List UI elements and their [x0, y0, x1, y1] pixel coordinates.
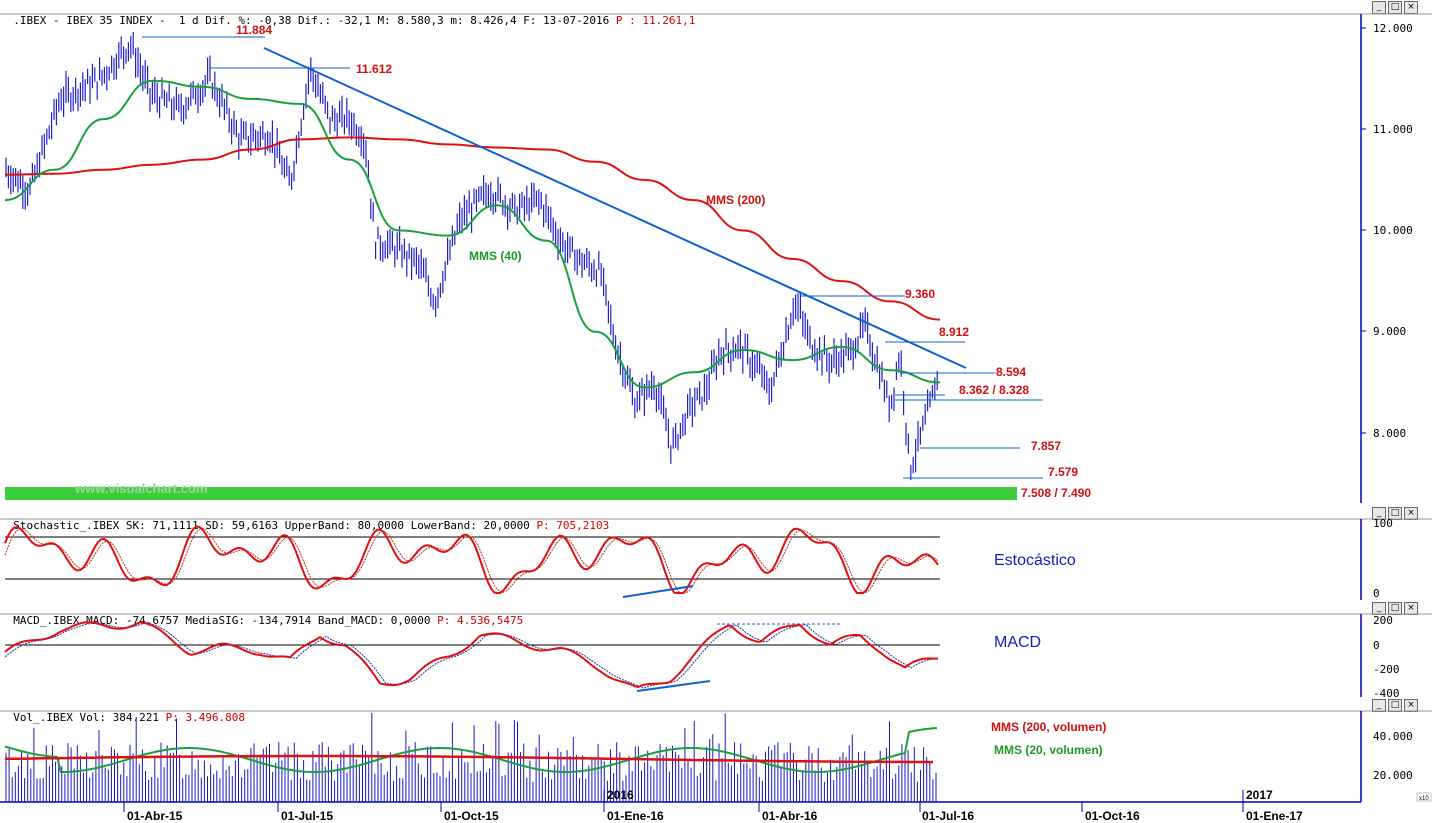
macd-y-tick-label: 200 [1373, 614, 1393, 627]
stoch-sk-line [4, 525, 939, 594]
level-label-7857: 7.857 [1031, 439, 1061, 453]
volume-bars [5, 712, 937, 802]
y-tick-label: 12.000 [1373, 22, 1413, 35]
stoch-divergence-line [622, 585, 694, 598]
price-header-text: .IBEX - IBEX 35 INDEX - 1 d Dif. %: -0,3… [13, 14, 616, 27]
macd-y-tick-label: -400 [1373, 687, 1400, 700]
date-label: 01-Jul-15 [281, 809, 333, 823]
vol-legend-mms20: MMS (20, volumen) [994, 743, 1103, 757]
watermark: www.visualchart.com [74, 481, 207, 496]
date-label: 01-Jul-16 [922, 809, 974, 823]
macd-main-line [4, 621, 938, 689]
price-header-p: P : 11.261,1 [615, 14, 696, 27]
level-label-7579: 7.579 [1048, 465, 1078, 479]
mms40-label: MMS (40) [469, 249, 522, 263]
y-tick-label: 10.000 [1373, 224, 1413, 237]
year-label: 2017 [1246, 788, 1273, 802]
vol-legend-mms200: MMS (200, volumen) [991, 720, 1106, 734]
stoch-y-tick-label: 100 [1373, 517, 1393, 530]
macd-y-tick-label: -200 [1373, 663, 1400, 676]
price-pane-header: .IBEX - IBEX 35 INDEX - 1 d Dif. %: -0,3… [0, 0, 695, 27]
maximize-icon[interactable]: □ [1388, 602, 1402, 615]
stoch-header-p: P: 705,2103 [536, 519, 610, 532]
level-label-7508-7490: 7.508 / 7.490 [1021, 486, 1091, 500]
macd-y-tick-label: 0 [1373, 639, 1380, 652]
scale-icon [1416, 792, 1432, 802]
downtrend-line [263, 47, 967, 369]
volume-mms20-line [4, 727, 938, 774]
date-label: 01-Ene-17 [1246, 809, 1303, 823]
level-label-11612: 11.612 [356, 62, 392, 76]
stoch-y-tick-label: 0 [1373, 587, 1380, 600]
scale-icon-text: x10 [1419, 796, 1429, 802]
level-label-8912: 8.912 [939, 325, 969, 339]
level-label-8362-8328: 8.362 / 8.328 [959, 383, 1029, 397]
macd-signal-line [4, 621, 939, 689]
date-label: 01-Abr-16 [762, 809, 818, 823]
macd-title: MACD [994, 634, 1041, 651]
macd-pane-header: MACD_.IBEX MACD: -74,6757 MediaSIG: -134… [0, 600, 523, 627]
macd-header-text: MACD_.IBEX MACD: -74,6757 MediaSIG: -134… [13, 614, 438, 627]
vol-y-tick-label: 40.000 [1373, 730, 1413, 743]
date-label: 01-Oct-16 [1085, 809, 1140, 823]
level-label-9360: 9.360 [905, 287, 935, 301]
mms40-path [4, 79, 941, 389]
macd-header-p: P: 4.536,5475 [437, 614, 524, 627]
date-label: 01-Ene-16 [607, 809, 664, 823]
date-label: 01-Oct-15 [444, 809, 499, 823]
price-y-ticks: 12.000 11.000 10.000 9.000 8.000 [1361, 22, 1413, 440]
mms200-line [4, 136, 941, 321]
volume-mms200-line [4, 754, 933, 764]
support-band [5, 487, 1017, 500]
vol-header-p: P: 3.496.808 [165, 711, 246, 724]
year-label: 2016 [607, 788, 634, 802]
mms200-path [4, 136, 941, 321]
mms40-line [4, 79, 941, 389]
macd-window-controls: _ □ × [1372, 602, 1418, 615]
macd-divergence-line [636, 680, 711, 692]
date-axis: 01-Abr-15 01-Jul-15 01-Oct-15 2016 01-En… [123, 788, 1303, 823]
y-tick-label: 9.000 [1373, 325, 1406, 338]
y-tick-label: 11.000 [1373, 123, 1413, 136]
date-label: 01-Abr-15 [127, 809, 183, 823]
stoch-sd-line [4, 527, 939, 594]
level-label-11884: 11.884 [236, 23, 272, 37]
price-bars [5, 31, 938, 481]
y-tick-label: 8.000 [1373, 427, 1406, 440]
stoch-header-text: Stochastic_.IBEX SK: 71,1111 SD: 59,6163… [13, 519, 537, 532]
stoch-window-controls: _ □ × [1372, 507, 1418, 520]
level-label-8594: 8.594 [996, 365, 1026, 379]
stoch-pane-header: Stochastic_.IBEX SK: 71,1111 SD: 59,6163… [0, 505, 609, 532]
stoch-title: Estocástico [994, 552, 1076, 569]
mms200-label: MMS (200) [706, 193, 765, 207]
minimize-icon[interactable]: _ [1372, 602, 1386, 615]
vol-y-tick-label: 20.000 [1373, 769, 1413, 782]
